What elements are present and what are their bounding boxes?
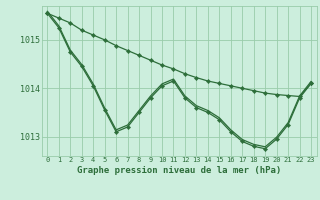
X-axis label: Graphe pression niveau de la mer (hPa): Graphe pression niveau de la mer (hPa) (77, 166, 281, 175)
